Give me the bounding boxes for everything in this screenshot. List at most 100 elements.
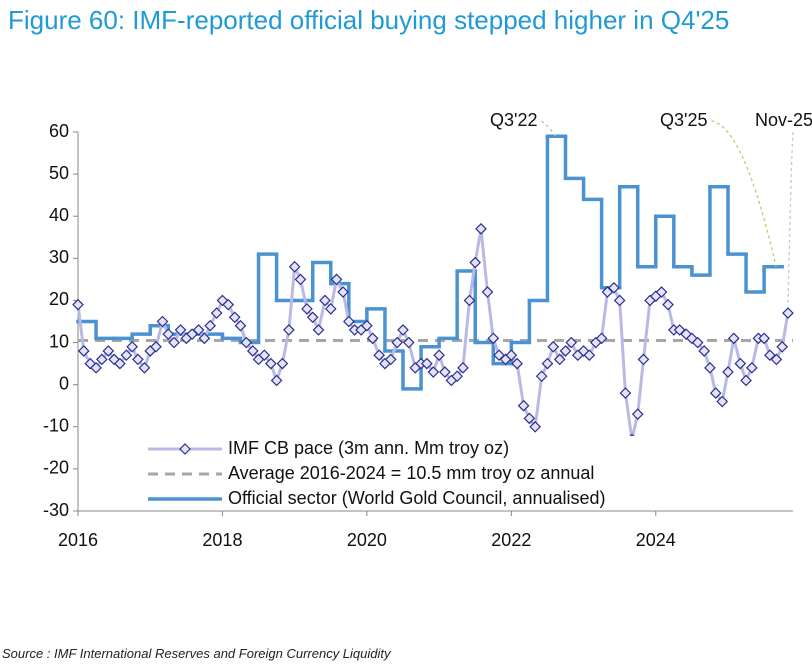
- imf-marker: [541, 357, 554, 370]
- y-tick-label: -30: [43, 500, 69, 520]
- imf-marker: [210, 307, 223, 319]
- imf-marker: [342, 315, 355, 328]
- imf-marker: [493, 349, 505, 362]
- imf-marker: [156, 315, 169, 328]
- imf-marker: [451, 370, 464, 383]
- imf-marker: [319, 294, 331, 307]
- imf-marker: [505, 349, 518, 362]
- imf-marker: [698, 345, 711, 357]
- imf-marker: [288, 260, 301, 273]
- imf-marker: [469, 256, 482, 269]
- imf-marker: [487, 332, 500, 345]
- imf-marker: [457, 361, 469, 374]
- imf-marker: [283, 324, 295, 336]
- legend-label: IMF CB pace (3m ann. Mm troy oz): [228, 438, 509, 458]
- imf-marker: [595, 332, 608, 345]
- imf-marker: [691, 336, 704, 349]
- imf-marker: [782, 307, 794, 319]
- imf-marker: [306, 311, 319, 324]
- chart: -30 -20 -10 0 10 20 30 40 50 60 2016 2018 2020 2022 20…: [43, 110, 812, 550]
- imf-marker: [222, 298, 235, 311]
- imf-marker: [439, 366, 451, 378]
- imf-marker: [511, 357, 523, 370]
- y-tick-label: 10: [49, 331, 69, 351]
- imf-marker: [240, 336, 253, 349]
- imf-marker: [366, 332, 379, 345]
- imf-marker: [583, 349, 596, 362]
- imf-marker: [613, 294, 626, 307]
- imf-marker: [294, 273, 307, 286]
- imf-marker: [734, 357, 747, 370]
- imf-marker: [174, 324, 187, 336]
- imf-marker: [420, 357, 433, 370]
- imf-marker: [168, 336, 180, 349]
- y-tick-label: 60: [49, 121, 69, 141]
- imf-marker: [481, 286, 494, 298]
- imf-marker: [95, 353, 108, 366]
- imf-marker: [120, 349, 133, 362]
- imf-marker: [114, 357, 126, 370]
- imf-marker: [427, 366, 440, 378]
- x-tick-label: 2024: [636, 530, 676, 550]
- annotation-leader: [787, 131, 794, 308]
- imf-marker: [637, 353, 650, 366]
- imf-marker: [770, 353, 783, 366]
- imf-marker: [709, 387, 722, 399]
- imf-marker: [655, 286, 668, 298]
- annotation-leader: [711, 120, 777, 267]
- imf-marker: [565, 336, 578, 349]
- imf-marker: [529, 420, 542, 433]
- imf-marker: [162, 328, 175, 340]
- imf-marker: [619, 387, 632, 399]
- official-risers: [94, 136, 766, 389]
- y-tick-label: -20: [43, 458, 69, 478]
- imf-marker: [608, 281, 620, 294]
- imf-marker: [764, 349, 776, 362]
- imf-marker: [90, 361, 102, 374]
- x-tick-label: 2020: [347, 530, 387, 550]
- imf-marker: [132, 353, 144, 366]
- legend-label: Average 2016-2024 = 10.5 mm troy oz annu…: [228, 463, 594, 483]
- imf-marker: [553, 353, 566, 366]
- imf-marker: [198, 332, 211, 345]
- chart-title: Figure 60: IMF-reported official buying …: [8, 5, 730, 35]
- annotation-leader: [541, 120, 556, 137]
- imf-marker: [577, 345, 590, 357]
- x-tick-label: 2016: [58, 530, 98, 550]
- imf-marker: [523, 412, 536, 425]
- legend-swatch: [179, 443, 191, 455]
- imf-marker: [535, 370, 548, 383]
- legend-label: Official sector (World Gold Council, ann…: [228, 488, 606, 508]
- imf-marker: [740, 374, 752, 387]
- x-tick-label: 2022: [491, 530, 531, 550]
- imf-marker: [192, 324, 205, 336]
- imf-marker: [72, 298, 84, 311]
- imf-marker: [126, 340, 139, 353]
- imf-marker: [662, 298, 674, 311]
- imf-marker: [745, 361, 758, 374]
- imf-marker: [758, 332, 770, 345]
- imf-marker: [361, 319, 373, 332]
- imf-marker: [264, 357, 277, 370]
- imf-marker: [228, 311, 241, 324]
- imf-marker: [312, 324, 325, 336]
- imf-marker: [270, 374, 283, 387]
- annotation: Nov-25: [755, 110, 812, 130]
- imf-marker: [246, 345, 259, 357]
- y-tick-label: 20: [49, 289, 69, 309]
- imf-marker: [547, 340, 560, 353]
- imf-marker: [704, 361, 716, 374]
- imf-marker: [433, 349, 445, 362]
- imf-marker: [77, 345, 90, 357]
- imf-marker: [463, 294, 476, 307]
- y-tick-label: 0: [59, 373, 69, 393]
- imf-marker: [776, 340, 789, 353]
- annotation: Q3'22: [490, 110, 537, 130]
- imf-marker: [330, 273, 343, 286]
- imf-marker: [631, 408, 644, 420]
- imf-marker: [138, 361, 151, 374]
- imf-marker: [258, 349, 271, 362]
- imf-marker: [324, 303, 337, 315]
- imf-marker: [559, 345, 572, 357]
- imf-marker: [276, 357, 289, 370]
